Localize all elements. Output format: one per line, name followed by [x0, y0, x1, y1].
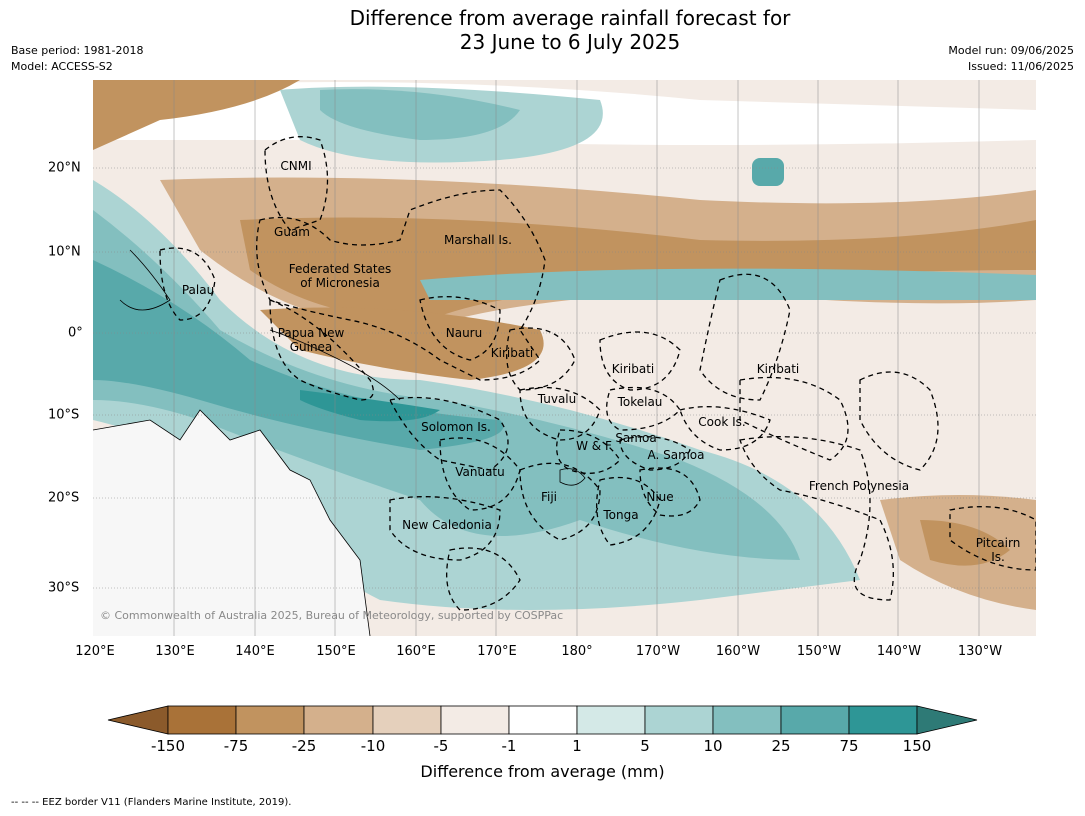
meta-right: Model run: 09/06/2025 Issued: 11/06/2025	[948, 43, 1074, 75]
label-cook: Cook Is.	[698, 415, 745, 429]
lon-label: 160°W	[715, 644, 761, 659]
lon-label: 170°W	[635, 644, 681, 659]
label-solomon: Solomon Is.	[421, 420, 491, 434]
issued-date: Issued: 11/06/2025	[967, 60, 1074, 73]
graticule	[93, 80, 1036, 636]
colorbar-swatch	[372, 705, 442, 735]
title-line-2: 23 June to 6 July 2025	[459, 30, 681, 54]
label-tuvalu: Tuvalu	[537, 392, 577, 406]
label-french-polynesia: French Polynesia	[809, 479, 909, 493]
lon-label: 180°	[561, 644, 593, 659]
lon-label: 150°W	[796, 644, 842, 659]
base-period: Base period: 1981-2018	[11, 44, 144, 57]
rainfall-anomaly-field	[93, 80, 1036, 636]
lat-label: 10°S	[48, 407, 80, 423]
eez-borders	[159, 136, 1036, 611]
label-png-2: Guinea	[290, 340, 333, 354]
label-vanuatu: Vanuatu	[455, 465, 505, 479]
label-tonga: Tonga	[602, 508, 638, 522]
label-png-1: Papua New	[278, 326, 345, 340]
label-wf: W & F	[576, 439, 612, 453]
colorbar-max-arrow	[916, 705, 978, 735]
label-kiribati-1: Kiribati	[491, 346, 533, 360]
label-kiribati-2: Kiribati	[612, 362, 654, 376]
label-pitcairn-1: Pitcairn	[976, 536, 1021, 550]
colorbar-swatch	[780, 705, 850, 735]
colorbar-tick-label: -10	[360, 737, 386, 755]
colorbar-swatch	[235, 705, 305, 735]
colorbar-min-arrow	[107, 705, 169, 735]
eez-legend-note: -- -- -- EEZ border V11 (Flanders Marine…	[11, 797, 292, 808]
label-nauru: Nauru	[446, 326, 482, 340]
lon-label: 120°E	[75, 644, 115, 659]
colorbar-tick-label: -5	[433, 737, 449, 755]
model-run: Model run: 09/06/2025	[948, 44, 1074, 57]
lon-label: 160°E	[396, 644, 436, 659]
colorbar-tick-label: 75	[839, 737, 859, 755]
label-marshall: Marshall Is.	[444, 233, 512, 247]
colorbar-swatch	[712, 705, 782, 735]
lon-label: 130°E	[155, 644, 195, 659]
label-niue: Niue	[646, 490, 673, 504]
colorbar-swatch	[167, 705, 237, 735]
model-name: Model: ACCESS-S2	[11, 60, 113, 73]
colorbar-tick-label: -150	[150, 737, 186, 755]
label-tokelau: Tokelau	[617, 395, 663, 409]
lon-label: 140°W	[876, 644, 922, 659]
colorbar-tick-label: -1	[501, 737, 517, 755]
place-labels: CNMI Guam Marshall Is. Federated States …	[182, 159, 1020, 564]
label-kiribati-3: Kiribati	[757, 362, 799, 376]
colorbar-swatch	[644, 705, 714, 735]
label-cnmi: CNMI	[280, 159, 311, 173]
label-pitcairn-2: Is.	[991, 550, 1005, 564]
colorbar-title: Difference from average (mm)	[420, 762, 665, 781]
colorbar-swatch	[848, 705, 918, 735]
colorbar-tick-label: -75	[223, 737, 249, 755]
colorbar-swatch	[576, 705, 646, 735]
title-line-1: Difference from average rainfall forecas…	[349, 6, 791, 30]
colorbar-swatch	[303, 705, 374, 735]
label-fsm-1: Federated States	[289, 262, 391, 276]
map-title: Difference from average rainfall forecas…	[0, 6, 1085, 54]
colorbar-tick-label: -25	[291, 737, 317, 755]
colorbar	[107, 705, 978, 735]
colorbar-tick-label: 1	[572, 737, 582, 755]
meta-left: Base period: 1981-2018 Model: ACCESS-S2	[11, 43, 143, 75]
lat-label: 10°N	[48, 244, 81, 260]
label-asamoa: A. Samoa	[648, 448, 705, 462]
label-samoa: Samoa	[615, 431, 656, 445]
colorbar-swatch	[440, 705, 510, 735]
coastlines	[92, 249, 586, 637]
lat-label: 20°S	[48, 490, 80, 506]
label-new-caledonia: New Caledonia	[402, 518, 492, 532]
copyright-notice: © Commonwealth of Australia 2025, Bureau…	[100, 609, 564, 622]
lon-label: 150°E	[316, 644, 356, 659]
lon-label: 130°W	[957, 644, 1003, 659]
label-palau: Palau	[182, 283, 214, 297]
lat-label: 30°S	[48, 580, 80, 596]
label-fsm-2: of Micronesia	[300, 276, 380, 290]
lon-label: 170°E	[477, 644, 517, 659]
colorbar-swatch	[508, 705, 578, 735]
colorbar-tick-label: 5	[640, 737, 650, 755]
colorbar-tick-label: 25	[771, 737, 791, 755]
lat-label: 0°	[68, 325, 83, 341]
colorbar-tick-label: 10	[703, 737, 723, 755]
colorbar-tick-label: 150	[902, 737, 932, 755]
lat-label: 20°N	[48, 160, 81, 176]
label-guam: Guam	[274, 225, 310, 239]
label-fiji: Fiji	[541, 490, 557, 504]
lon-label: 140°E	[235, 644, 275, 659]
